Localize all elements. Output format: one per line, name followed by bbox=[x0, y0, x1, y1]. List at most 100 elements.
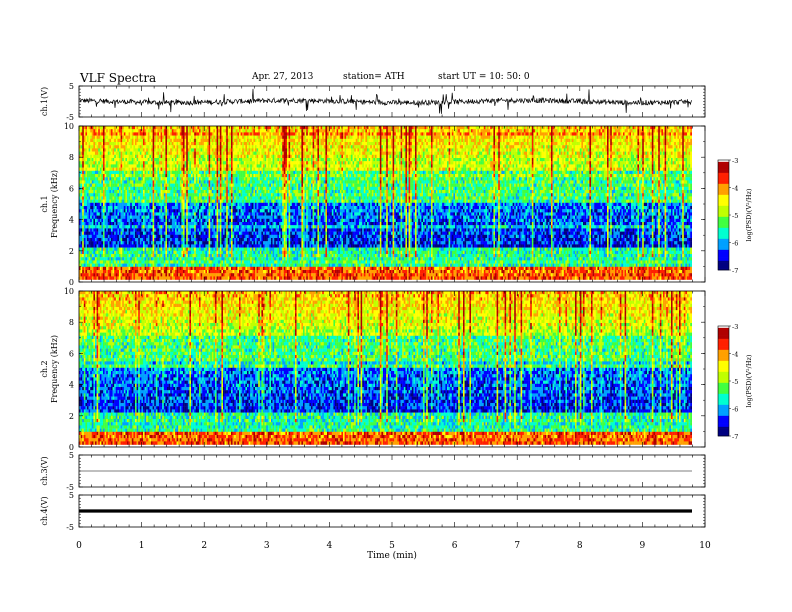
panel-ch1-waveform: 5-5ch.1(V) bbox=[40, 82, 705, 122]
spectrogram-cell bbox=[298, 129, 300, 132]
spectrogram-cell bbox=[180, 132, 182, 135]
spectrogram-cell bbox=[637, 132, 639, 135]
spectrogram-cell bbox=[162, 126, 164, 129]
spectrogram-cell bbox=[268, 136, 270, 139]
spectrogram-cell bbox=[196, 132, 198, 135]
spectrogram-cell bbox=[233, 136, 235, 139]
spectrogram-cell bbox=[247, 136, 249, 139]
spectrogram-cell bbox=[149, 136, 151, 139]
spectrogram-cell bbox=[327, 126, 329, 129]
spectrogram-cell bbox=[409, 126, 411, 129]
spectrogram-cell bbox=[201, 129, 203, 132]
spectrogram-cell bbox=[434, 132, 436, 135]
spectrogram-cell bbox=[353, 129, 355, 132]
spectrogram-cell bbox=[393, 129, 395, 132]
spectrogram-cell bbox=[626, 129, 628, 132]
spectrogram-cell bbox=[473, 132, 475, 135]
spectrogram-cell bbox=[223, 129, 225, 132]
spectrogram-cell bbox=[263, 136, 265, 139]
spectrogram-cell bbox=[597, 126, 599, 129]
spectrogram-cell bbox=[442, 129, 444, 132]
spectrogram-cell bbox=[276, 126, 278, 129]
spectrogram-cell bbox=[199, 132, 201, 135]
spectrogram-cell bbox=[105, 126, 107, 129]
spectrogram-cell bbox=[482, 132, 484, 135]
spectrogram-cell bbox=[212, 126, 214, 129]
spectrogram-cell bbox=[324, 126, 326, 129]
spectrogram-cell bbox=[559, 126, 561, 129]
spectrogram-cell bbox=[189, 136, 191, 139]
spectrogram-cell bbox=[602, 132, 604, 135]
spectrogram-cell bbox=[428, 132, 430, 135]
spectrogram-cell bbox=[546, 132, 548, 135]
spectrogram-cell bbox=[546, 126, 548, 129]
spectrogram-cell bbox=[293, 136, 295, 139]
spectrogram-cell bbox=[161, 132, 163, 135]
spectrogram-cell bbox=[180, 129, 182, 132]
spectrogram-cell bbox=[173, 129, 175, 132]
spectrogram-cell bbox=[119, 126, 121, 129]
spectrogram-cell bbox=[549, 132, 551, 135]
spectrogram-cell bbox=[229, 129, 231, 132]
spectrogram-cell bbox=[369, 129, 371, 132]
spectrogram-cell bbox=[489, 129, 491, 132]
spectrogram-cell bbox=[501, 129, 503, 132]
spectrogram-cell bbox=[316, 132, 318, 135]
spectrogram-cell bbox=[359, 132, 361, 135]
spectrogram-cell bbox=[140, 132, 142, 135]
spectrogram-cell bbox=[553, 129, 555, 132]
spectrogram-cell bbox=[221, 126, 223, 129]
spectrogram-cell bbox=[226, 129, 228, 132]
spectrogram-cell bbox=[583, 126, 585, 129]
spectrogram-cell bbox=[668, 132, 670, 135]
spectrogram-cell bbox=[333, 126, 335, 129]
spectrogram-cell bbox=[210, 126, 212, 129]
spectrogram-cell bbox=[543, 129, 545, 132]
spectrogram-cell bbox=[409, 129, 411, 132]
spectrogram-cell bbox=[245, 132, 247, 135]
spectrogram-cell bbox=[417, 129, 419, 132]
spectrogram-cell bbox=[396, 136, 398, 139]
spectrogram-cell bbox=[191, 129, 193, 132]
spectrogram-cell bbox=[474, 132, 476, 135]
spectrogram-cell bbox=[284, 136, 286, 139]
spectrogram-cell bbox=[452, 126, 454, 129]
spectrogram-cell bbox=[260, 136, 262, 139]
spectrogram-cell bbox=[265, 132, 267, 135]
spectrogram-cell bbox=[87, 129, 89, 132]
spectrogram-cell bbox=[188, 129, 190, 132]
spectrogram-cell bbox=[253, 132, 255, 135]
spectrogram-cell bbox=[87, 136, 89, 139]
spectrogram-cell bbox=[105, 132, 107, 135]
spectrogram-cell bbox=[492, 129, 494, 132]
spectrogram-cell bbox=[148, 129, 150, 132]
spectrogram-cell bbox=[535, 126, 537, 129]
spectrogram-cell bbox=[557, 129, 559, 132]
spectrogram-cell bbox=[130, 129, 132, 132]
spectrogram-cell bbox=[98, 126, 100, 129]
spectrogram-cell bbox=[226, 132, 228, 135]
spectrogram-cell bbox=[561, 129, 563, 132]
spectrogram-cell bbox=[114, 136, 116, 139]
spectrogram-cell bbox=[500, 126, 502, 129]
spectrogram-cell bbox=[183, 136, 185, 139]
spectrogram-cell bbox=[613, 129, 615, 132]
spectrogram-cell bbox=[210, 132, 212, 135]
spectrogram-cell bbox=[268, 132, 270, 135]
spectrogram-cell bbox=[319, 132, 321, 135]
spectrogram-cell bbox=[433, 126, 435, 129]
spectrogram-cell bbox=[177, 129, 179, 132]
spectrogram-cell bbox=[300, 136, 302, 139]
spectrogram-cell bbox=[458, 126, 460, 129]
spectrogram-cell bbox=[655, 129, 657, 132]
spectrogram-cell bbox=[106, 126, 108, 129]
spectrogram-cell bbox=[650, 126, 652, 129]
spectrogram-cell bbox=[629, 129, 631, 132]
spectrogram-cell bbox=[236, 136, 238, 139]
spectrogram-cell bbox=[231, 136, 233, 139]
spectrogram-cell bbox=[657, 132, 659, 135]
spectrogram-cell bbox=[185, 132, 187, 135]
spectrogram-cell bbox=[621, 132, 623, 135]
spectrogram-cell bbox=[567, 129, 569, 132]
spectrogram-cell bbox=[388, 129, 390, 132]
